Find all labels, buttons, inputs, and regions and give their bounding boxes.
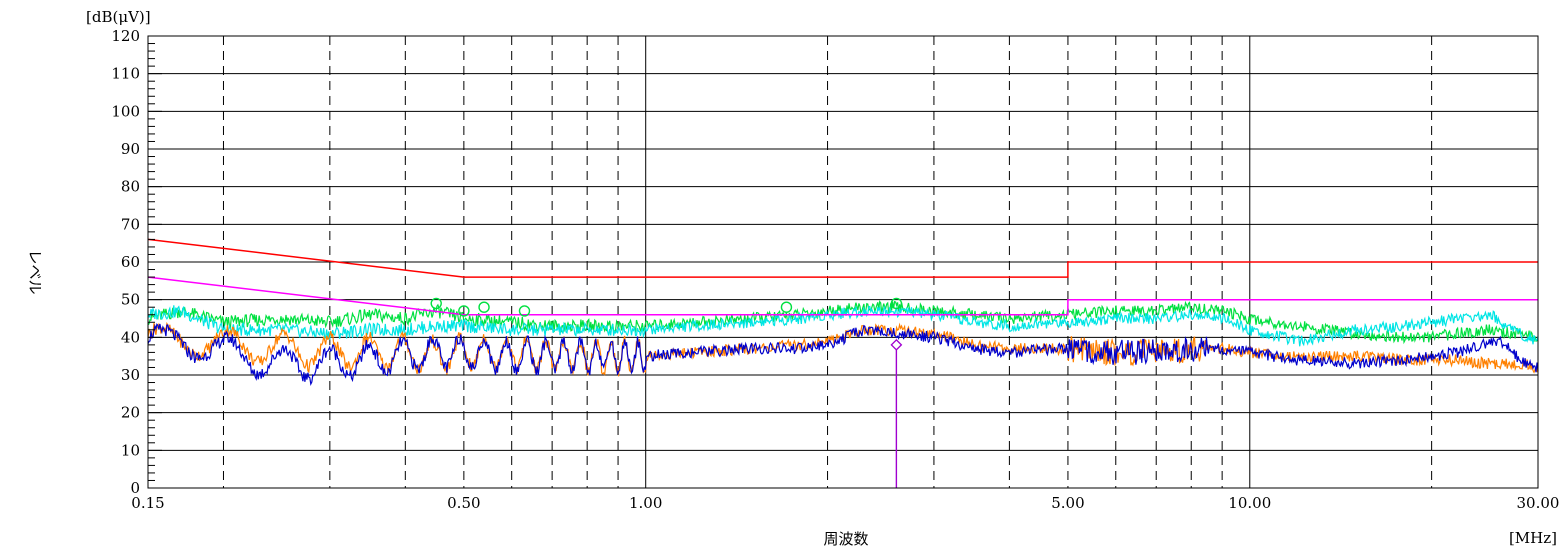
x-tick-label: 1.00 xyxy=(629,494,662,512)
series-line-5 xyxy=(147,323,1539,387)
peak-marker xyxy=(780,301,793,313)
y-tick-label: 60 xyxy=(121,253,140,271)
marker-layer xyxy=(430,297,903,488)
x-tick-label: 30.00 xyxy=(1517,494,1560,512)
y-axis-title: レベル xyxy=(26,249,44,294)
y-tick-label: 110 xyxy=(111,65,140,83)
x-unit-label: [MHz] xyxy=(1509,529,1557,547)
series-line-3 xyxy=(147,305,1539,347)
y-tick-label: 10 xyxy=(121,441,140,459)
vertical-marker-diamond xyxy=(890,338,903,351)
peak-marker xyxy=(478,301,490,313)
y-tick-label: 120 xyxy=(111,27,140,45)
x-tick-label: 5.00 xyxy=(1051,494,1084,512)
series-line-0 xyxy=(147,238,1538,278)
series-layer xyxy=(147,238,1539,387)
y-tick-label: 30 xyxy=(121,366,140,384)
peak-marker xyxy=(518,305,531,317)
x-axis-title: 周波数 xyxy=(823,530,868,548)
peak-marker xyxy=(890,297,903,310)
tick-layer: 0 10 20 30 40 50 60 70 80 90 100 110 120 0.15 0.50 1.00… xyxy=(111,27,1559,512)
y-tick-label: 50 xyxy=(121,291,140,309)
y-tick-label: 80 xyxy=(121,178,140,196)
peak-marker xyxy=(458,305,470,317)
y-tick-label: 20 xyxy=(121,404,140,422)
peak-marker xyxy=(430,297,442,310)
y-tick-label: 90 xyxy=(121,140,140,158)
y-tick-label: 70 xyxy=(121,215,140,233)
y-tick-label: 100 xyxy=(111,102,140,120)
y-tick-label: 0 xyxy=(130,479,140,497)
x-tick-label: 10.00 xyxy=(1228,494,1271,512)
series-line-1 xyxy=(147,276,1538,316)
y-unit-label: [dB(μV)] xyxy=(86,8,151,26)
y-tick-label: 40 xyxy=(121,328,140,346)
x-tick-label: 0.50 xyxy=(447,494,480,512)
x-tick-label: 0.15 xyxy=(131,494,164,512)
